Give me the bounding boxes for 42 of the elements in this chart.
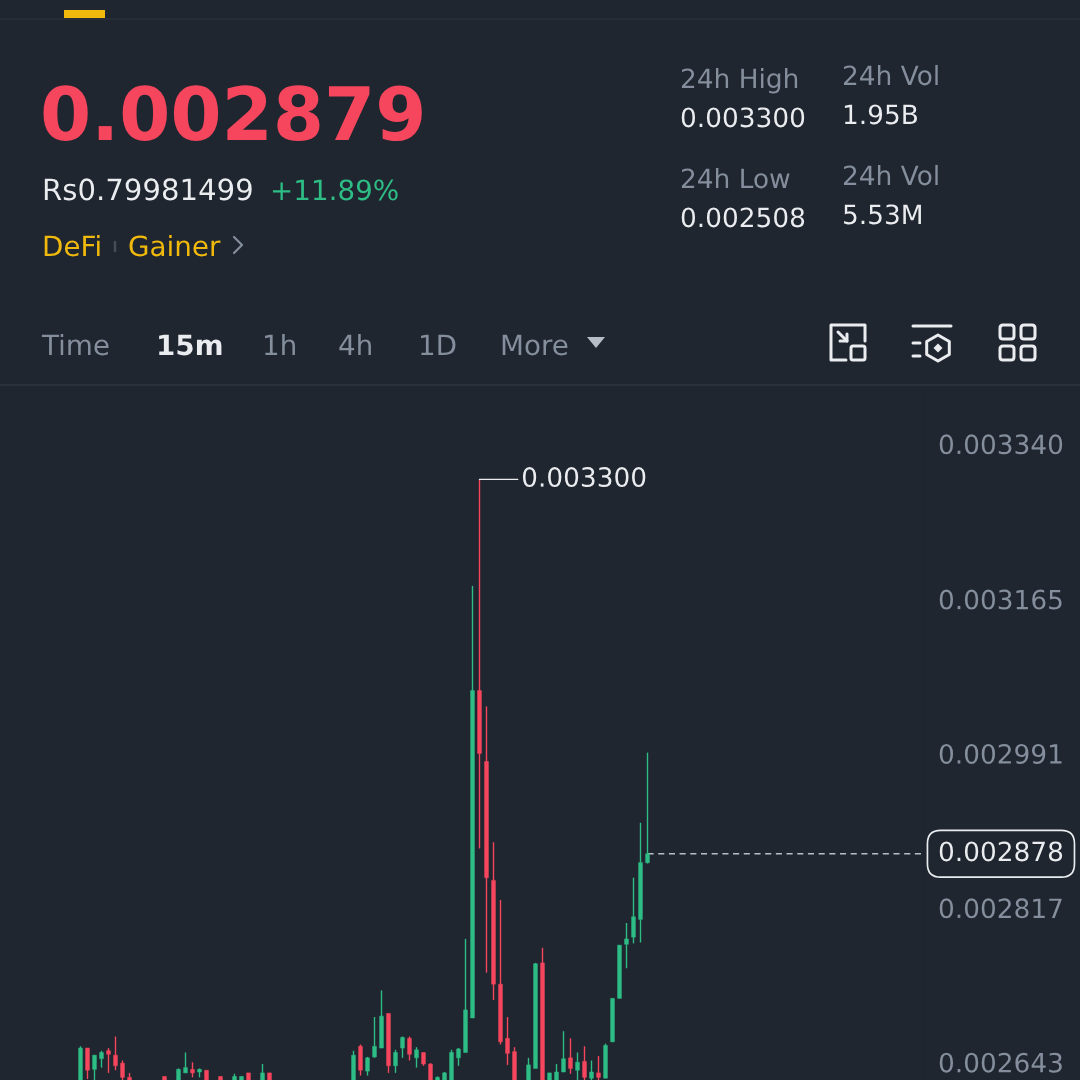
candlestick [463, 938, 468, 1053]
text: 1D [421, 334, 456, 355]
text: Time [41, 333, 109, 356]
text: 24h Vol [843, 164, 938, 186]
text: Gainer [129, 234, 221, 257]
candlestick [610, 998, 615, 1043]
chart-title: 0.002879 [43, 85, 422, 142]
candlestick [267, 1072, 272, 1080]
text: Rs0.79981499 [44, 178, 252, 201]
text: 1h [265, 333, 295, 355]
text: 24h High [681, 67, 798, 94]
y-tick-label: 0.003340 [939, 434, 1063, 455]
y-tick-label: 0.002991 [939, 743, 1062, 764]
candlestick [638, 822, 643, 944]
annotation: 0.003300 [522, 467, 646, 488]
candlestick [484, 705, 489, 974]
text: 4h [339, 333, 371, 355]
candlestick [162, 1076, 167, 1080]
candlestick [379, 989, 384, 1049]
ref-line-label: 0.002878 [939, 841, 1063, 862]
candlestick [218, 1076, 223, 1080]
candlestick [617, 944, 622, 999]
text: More [502, 334, 568, 356]
candlestick [547, 1072, 552, 1080]
text: 24h Vol [843, 64, 938, 86]
candlestick [561, 1030, 566, 1073]
text: 0.002508 [681, 207, 805, 228]
candlestick [204, 1069, 209, 1080]
text: +11.89% [272, 179, 398, 201]
text: 24h Low [681, 167, 790, 189]
candlestick [470, 585, 475, 1019]
y-tick-label: 0.002643 [939, 1052, 1062, 1073]
text: 15m [159, 334, 222, 356]
candlestick [239, 1076, 244, 1080]
text: 5.53M [844, 204, 921, 225]
candlestick [246, 1072, 251, 1080]
y-tick-label: 0.002817 [939, 898, 1062, 919]
text: 1.95B [844, 104, 917, 125]
y-tick-label: 0.003165 [939, 589, 1062, 610]
text: 0.003300 [681, 107, 805, 128]
text: DeFi [44, 234, 100, 257]
candlestick [477, 478, 482, 850]
